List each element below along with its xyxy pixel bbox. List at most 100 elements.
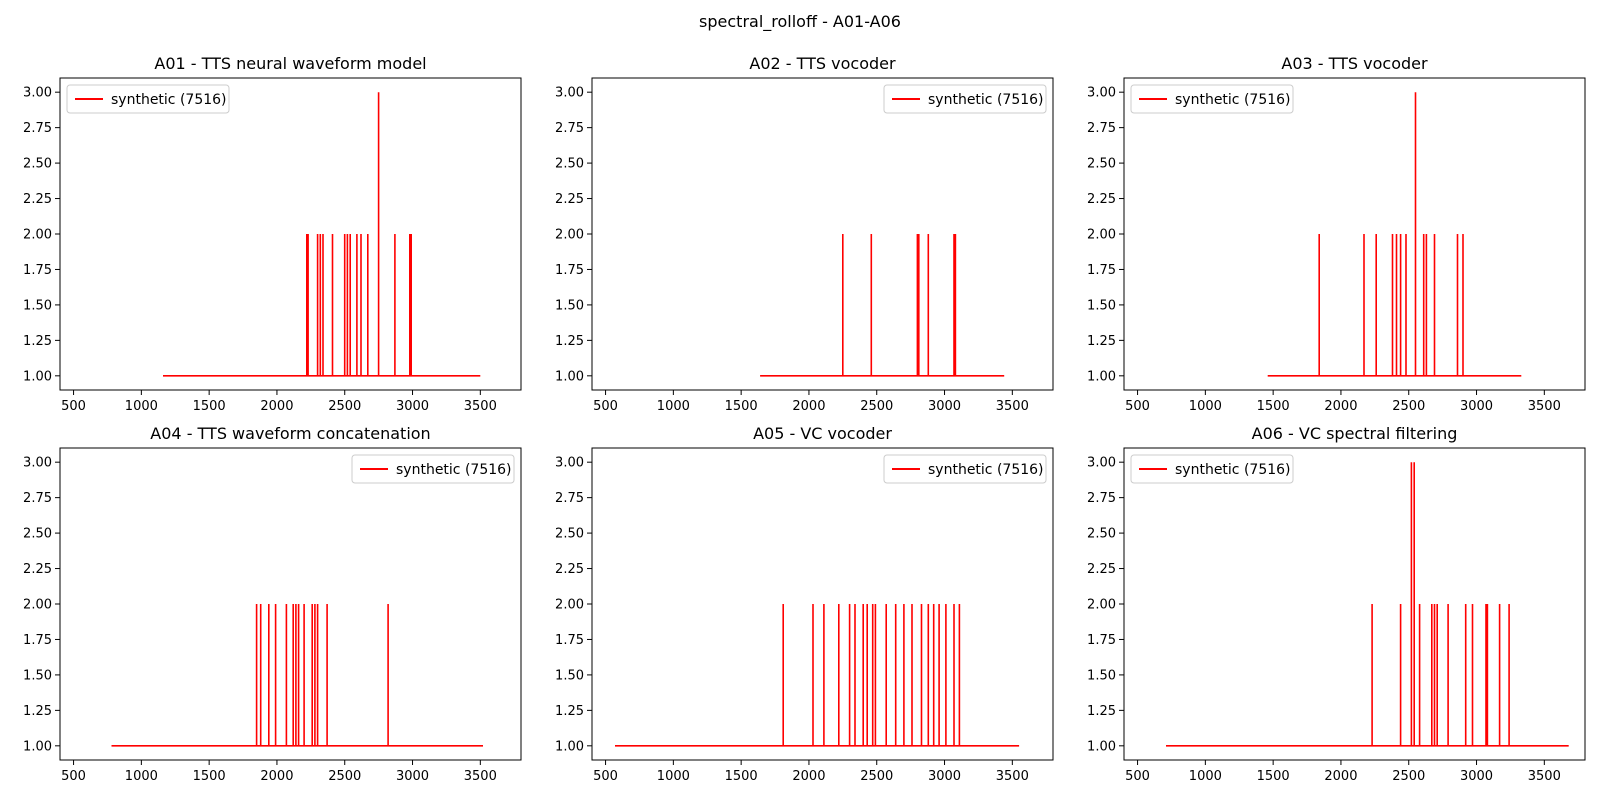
x-tick-label: 500 <box>593 399 618 414</box>
panel-6: A06 - VC spectral filtering 500 1000 1500 20… <box>1087 424 1586 784</box>
x-tick-label: 3500 <box>1528 399 1561 414</box>
y-tick-label: 2.00 <box>1087 598 1116 613</box>
x-tick-label: 500 <box>61 399 86 414</box>
y-tick-label: 1.00 <box>23 369 52 384</box>
y-tick-label: 2.75 <box>1087 491 1116 506</box>
y-tick-label: 1.00 <box>1087 739 1116 754</box>
y-tick-label: 1.00 <box>23 739 52 754</box>
y-tick-label: 2.75 <box>555 491 584 506</box>
axes-frame <box>1123 447 1586 761</box>
x-tick-label: 3500 <box>996 769 1029 784</box>
y-tick-label: 1.25 <box>555 334 584 349</box>
x-tick-label: 2000 <box>260 399 293 414</box>
axes-frame <box>59 447 522 761</box>
panel-title: A04 - TTS waveform concatenation <box>150 424 430 443</box>
legend-box <box>66 84 230 114</box>
axes-frame <box>1123 77 1586 391</box>
x-tick-label: 3000 <box>1460 769 1493 784</box>
y-tick-label: 3.00 <box>1087 456 1116 471</box>
x-tick-label: 3000 <box>396 399 429 414</box>
y-tick-label: 3.00 <box>23 86 52 101</box>
axes-frame <box>59 77 522 391</box>
x-tick-label: 2000 <box>1324 769 1357 784</box>
y-tick-label: 1.50 <box>23 298 52 313</box>
panel-1: A01 - TTS neural waveform model 500 1000 15… <box>23 54 522 414</box>
x-tick-label: 1500 <box>1257 399 1290 414</box>
x-tick-label: 500 <box>1125 399 1150 414</box>
figure-title: spectral_rolloff - A01-A06 <box>699 12 901 31</box>
legend: synthetic (7516) <box>883 454 1047 484</box>
x-tick-label: 3500 <box>1528 769 1561 784</box>
y-tick-label: 2.00 <box>1087 228 1116 243</box>
legend-label: synthetic (7516) <box>396 462 512 478</box>
y-tick-label: 2.25 <box>1087 562 1116 577</box>
x-tick-label: 1000 <box>657 399 690 414</box>
y-tick-label: 2.75 <box>1087 121 1116 136</box>
x-tick-label: 500 <box>61 769 86 784</box>
y-tick-label: 1.50 <box>23 668 52 683</box>
y-tick-label: 1.50 <box>555 298 584 313</box>
y-tick-label: 1.50 <box>1087 668 1116 683</box>
x-tick-label: 2500 <box>1392 399 1425 414</box>
x-tick-label: 1500 <box>725 399 758 414</box>
legend-box <box>351 454 515 484</box>
legend: synthetic (7516) <box>351 454 515 484</box>
y-tick-label: 1.50 <box>555 668 584 683</box>
legend-label: synthetic (7516) <box>1175 92 1291 108</box>
panel-2: A02 - TTS vocoder 500 1000 1500 2000 2500 3000… <box>555 54 1054 414</box>
x-tick-label: 3000 <box>396 769 429 784</box>
panel-title: A06 - VC spectral filtering <box>1252 424 1458 443</box>
y-tick-label: 1.25 <box>1087 334 1116 349</box>
panel-5: A05 - VC vocoder 500 1000 1500 2000 2500 3000 3… <box>555 424 1054 784</box>
y-tick-label: 2.50 <box>1087 157 1116 172</box>
series-line <box>615 604 1020 747</box>
y-tick-label: 1.25 <box>23 334 52 349</box>
x-tick-label: 500 <box>593 769 618 784</box>
y-tick-label: 3.00 <box>1087 86 1116 101</box>
x-tick-label: 3000 <box>928 399 961 414</box>
legend: synthetic (7516) <box>66 84 230 114</box>
series-line <box>111 604 483 747</box>
legend: synthetic (7516) <box>1130 84 1294 114</box>
x-tick-label: 1500 <box>725 769 758 784</box>
y-tick-label: 1.75 <box>23 263 52 278</box>
y-tick-label: 1.25 <box>555 704 584 719</box>
x-tick-label: 1500 <box>193 399 226 414</box>
x-tick-label: 2500 <box>1392 769 1425 784</box>
y-tick-label: 2.25 <box>23 192 52 207</box>
y-tick-label: 1.75 <box>555 263 584 278</box>
legend: synthetic (7516) <box>883 84 1047 114</box>
x-tick-label: 1500 <box>193 769 226 784</box>
panel-title: A01 - TTS neural waveform model <box>154 54 426 73</box>
y-tick-label: 2.50 <box>555 157 584 172</box>
x-tick-label: 2000 <box>260 769 293 784</box>
x-tick-label: 3500 <box>996 399 1029 414</box>
x-tick-label: 1000 <box>125 399 158 414</box>
x-tick-label: 3000 <box>1460 399 1493 414</box>
y-tick-label: 3.00 <box>555 456 584 471</box>
y-tick-label: 1.25 <box>1087 704 1116 719</box>
x-tick-label: 1500 <box>1257 769 1290 784</box>
y-tick-label: 1.25 <box>23 704 52 719</box>
x-tick-label: 2000 <box>792 769 825 784</box>
axes-frame <box>591 77 1054 391</box>
y-tick-label: 2.50 <box>23 527 52 542</box>
y-tick-label: 1.75 <box>1087 263 1116 278</box>
x-tick-label: 1000 <box>125 769 158 784</box>
legend-box <box>1130 454 1294 484</box>
legend: synthetic (7516) <box>1130 454 1294 484</box>
y-tick-label: 2.25 <box>555 192 584 207</box>
legend-box <box>883 84 1047 114</box>
y-tick-label: 1.00 <box>555 739 584 754</box>
x-tick-label: 2500 <box>328 399 361 414</box>
panel-title: A03 - TTS vocoder <box>1281 54 1428 73</box>
legend-box <box>883 454 1047 484</box>
y-tick-label: 3.00 <box>23 456 52 471</box>
y-tick-label: 1.75 <box>555 633 584 648</box>
y-tick-label: 3.00 <box>555 86 584 101</box>
legend-box <box>1130 84 1294 114</box>
y-tick-label: 1.75 <box>23 633 52 648</box>
x-tick-label: 1000 <box>1189 769 1222 784</box>
panel-title: A05 - VC vocoder <box>753 424 892 443</box>
